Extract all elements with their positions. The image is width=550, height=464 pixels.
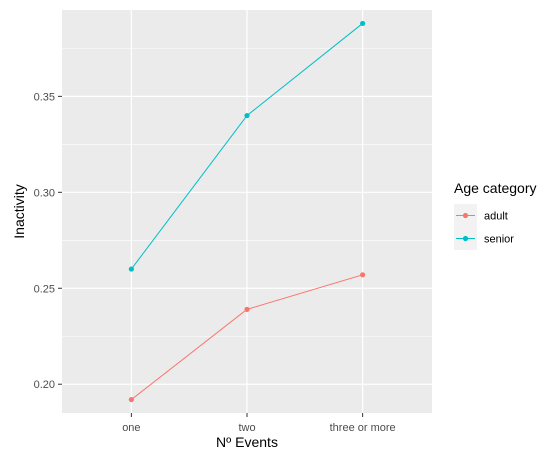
legend: Age category adult senior: [454, 180, 537, 250]
x-axis-title: Nº Events: [216, 434, 278, 450]
legend-key-point-senior: [462, 235, 469, 242]
y-tick-label-1: 0.25: [34, 283, 55, 295]
y-axis-title: Inactivity: [11, 184, 27, 238]
legend-items: adult senior: [454, 204, 514, 250]
legend-label-senior: senior: [484, 234, 514, 246]
legend-label-adult: adult: [484, 211, 508, 223]
y-tick-label-3: 0.35: [34, 91, 55, 103]
x-axis: one two three or more: [122, 413, 396, 434]
grid-lines: [62, 10, 432, 413]
x-tick-label-0: one: [122, 422, 140, 434]
legend-key-senior: [454, 227, 477, 250]
data-point-senior-2: [360, 20, 366, 27]
series-adult: [128, 272, 366, 403]
x-tick-label-1: two: [238, 422, 255, 434]
series-layer: [128, 20, 366, 403]
data-point-senior-1: [244, 112, 250, 119]
data-point-senior-0: [128, 266, 134, 272]
series-senior: [128, 20, 366, 272]
y-tick-label-0: 0.20: [34, 379, 55, 391]
data-point-adult-0: [128, 396, 134, 403]
x-tick-label-2: three or more: [330, 422, 396, 434]
y-axis: 0.20 0.25 0.30 0.35: [34, 91, 62, 391]
data-point-adult-2: [360, 272, 366, 278]
y-tick-label-2: 0.30: [34, 187, 55, 199]
legend-key-point-adult: [462, 212, 469, 219]
legend-key-adult: [454, 204, 477, 227]
legend-title: Age category: [454, 180, 537, 196]
data-point-adult-1: [244, 306, 250, 312]
